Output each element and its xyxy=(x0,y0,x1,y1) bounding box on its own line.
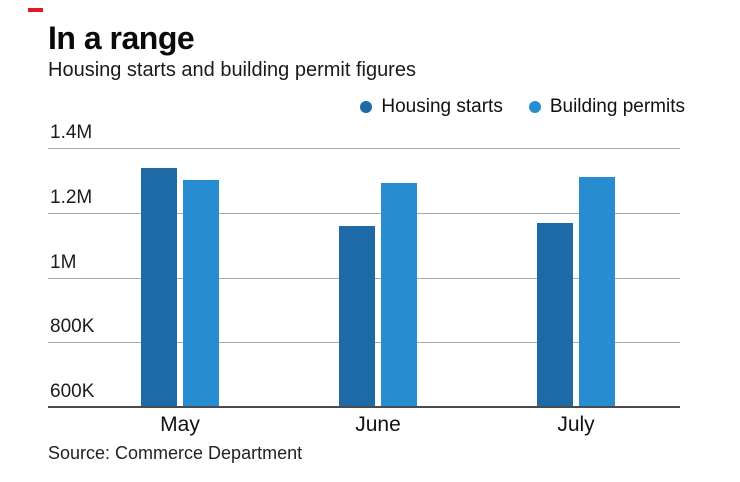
x-axis-category-label: June xyxy=(355,413,401,436)
legend-item-label: Housing starts xyxy=(381,96,503,117)
bar-housing-starts-june xyxy=(339,226,375,407)
x-axis-category-label: July xyxy=(557,413,595,436)
y-axis-tick-label: 600K xyxy=(50,381,95,402)
x-axis-baseline xyxy=(48,406,680,408)
legend-item: Housing starts xyxy=(360,96,503,118)
legend-dot-building-permits xyxy=(528,101,541,113)
legend-item: Building permits xyxy=(528,96,685,118)
y-axis-tick-label: 800K xyxy=(50,316,95,338)
bar-housing-starts-july xyxy=(537,223,573,407)
bar-building-permits-june xyxy=(381,182,417,407)
x-axis-category-label: May xyxy=(160,413,200,436)
gridline xyxy=(48,212,680,214)
chart-subtitle: Housing starts and building permit figur… xyxy=(48,59,416,81)
legend-item-label: Building permits xyxy=(549,96,685,117)
chart-title: In a range xyxy=(48,20,195,56)
y-axis-tick-label: 1.2M xyxy=(50,186,93,208)
y-axis-tick-label: 1M xyxy=(50,251,77,273)
bar-building-permits-july xyxy=(579,176,615,407)
bar-building-permits-may xyxy=(183,180,219,407)
source-attribution: Source: Commerce Department xyxy=(48,443,303,463)
legend: Housing starts Building permits xyxy=(360,96,685,118)
bar-housing-starts-may xyxy=(141,168,177,407)
y-axis-tick-label: 1.4M xyxy=(50,122,93,143)
gridline xyxy=(48,148,680,149)
legend-dot-housing-starts xyxy=(360,101,373,113)
accent-dash-icon xyxy=(28,8,43,12)
